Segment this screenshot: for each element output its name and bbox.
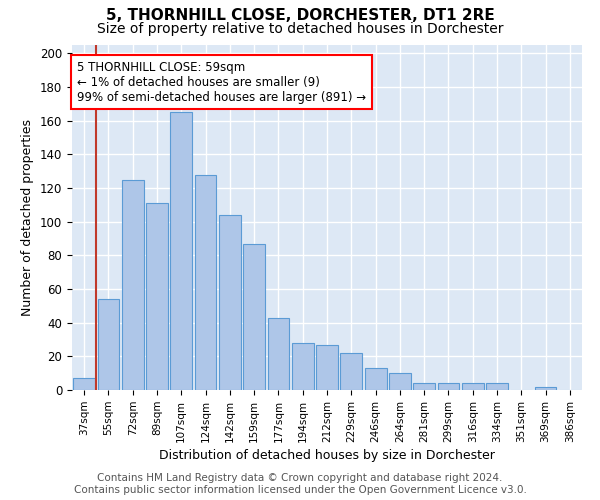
Bar: [462, 384, 484, 390]
Bar: [340, 353, 362, 390]
Bar: [292, 343, 314, 390]
Text: 5, THORNHILL CLOSE, DORCHESTER, DT1 2RE: 5, THORNHILL CLOSE, DORCHESTER, DT1 2RE: [106, 8, 494, 22]
Bar: [437, 384, 460, 390]
X-axis label: Distribution of detached houses by size in Dorchester: Distribution of detached houses by size …: [159, 449, 495, 462]
Text: Size of property relative to detached houses in Dorchester: Size of property relative to detached ho…: [97, 22, 503, 36]
Bar: [146, 203, 168, 390]
Bar: [486, 384, 508, 390]
Y-axis label: Number of detached properties: Number of detached properties: [22, 119, 34, 316]
Bar: [535, 386, 556, 390]
Bar: [122, 180, 143, 390]
Bar: [73, 378, 95, 390]
Bar: [316, 344, 338, 390]
Bar: [170, 112, 192, 390]
Bar: [97, 299, 119, 390]
Text: 5 THORNHILL CLOSE: 59sqm
← 1% of detached houses are smaller (9)
99% of semi-det: 5 THORNHILL CLOSE: 59sqm ← 1% of detache…: [77, 60, 366, 104]
Bar: [389, 373, 411, 390]
Bar: [365, 368, 386, 390]
Bar: [268, 318, 289, 390]
Text: Contains HM Land Registry data © Crown copyright and database right 2024.
Contai: Contains HM Land Registry data © Crown c…: [74, 474, 526, 495]
Bar: [413, 384, 435, 390]
Bar: [219, 215, 241, 390]
Bar: [194, 174, 217, 390]
Bar: [243, 244, 265, 390]
